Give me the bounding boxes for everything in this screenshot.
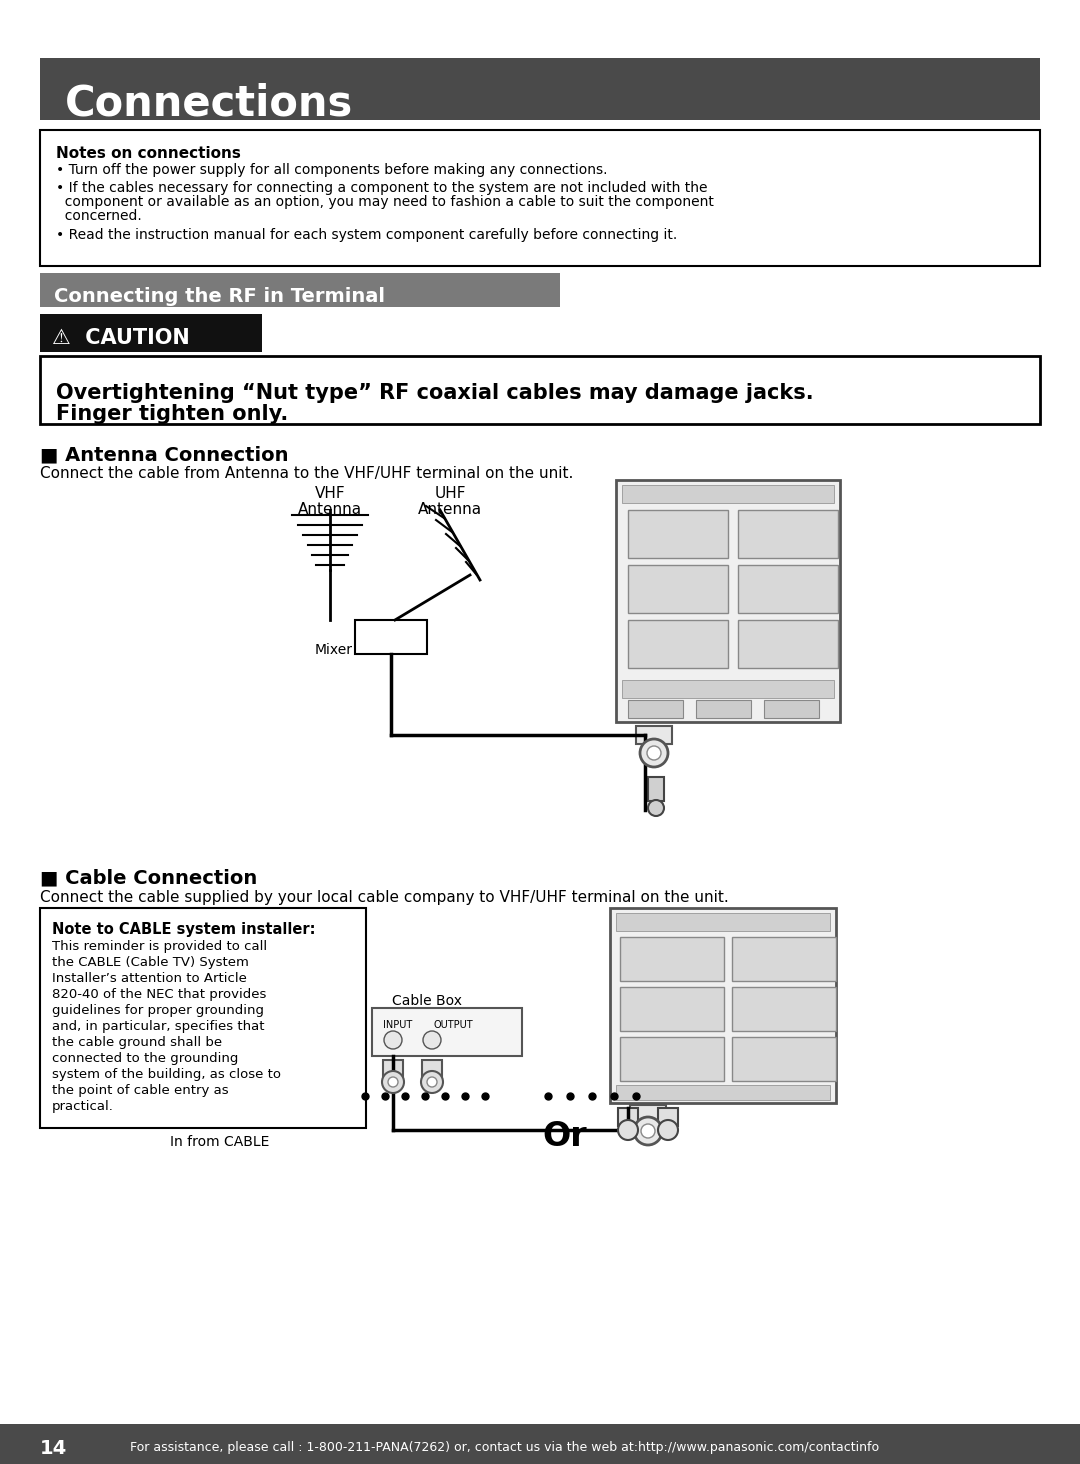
Text: 14: 14	[40, 1439, 67, 1458]
Bar	[616, 914, 831, 931]
Circle shape	[423, 1031, 441, 1050]
Bar	[648, 777, 664, 801]
Circle shape	[421, 1072, 443, 1094]
Text: UHF: UHF	[434, 486, 465, 501]
Text: Finger tighten only.: Finger tighten only.	[56, 404, 288, 425]
Bar	[383, 1060, 403, 1078]
Bar	[627, 509, 728, 558]
Bar	[616, 1085, 831, 1099]
Bar	[620, 1037, 724, 1080]
Text: In from CABLE: In from CABLE	[171, 1135, 270, 1149]
Text: Connect the cable supplied by your local cable company to VHF/UHF terminal on th: Connect the cable supplied by your local…	[40, 890, 729, 905]
Text: the CABLE (Cable TV) System: the CABLE (Cable TV) System	[52, 956, 248, 969]
Bar	[658, 1108, 678, 1126]
Bar	[732, 1037, 836, 1080]
Text: • Turn off the power supply for all components before making any connections.: • Turn off the power supply for all comp…	[56, 163, 607, 177]
Bar	[40, 356, 1040, 425]
Bar	[355, 619, 427, 654]
Circle shape	[382, 1072, 404, 1094]
Text: For assistance, please call : 1-800-211-PANA(7262) or, contact us via the web at: For assistance, please call : 1-800-211-…	[130, 1442, 879, 1455]
Bar	[372, 1009, 522, 1056]
Text: system of the building, as close to: system of the building, as close to	[52, 1069, 281, 1080]
Bar	[738, 509, 838, 558]
Text: Connect the cable from Antenna to the VHF/UHF terminal on the unit.: Connect the cable from Antenna to the VH…	[40, 466, 573, 482]
Circle shape	[648, 799, 664, 815]
Bar	[0, 1424, 1080, 1464]
Text: ■ Cable Connection: ■ Cable Connection	[40, 868, 257, 887]
Bar	[696, 700, 751, 717]
Text: Notes on connections: Notes on connections	[56, 146, 241, 161]
Bar	[627, 619, 728, 668]
Text: Or: Or	[542, 1120, 588, 1154]
Bar	[738, 619, 838, 668]
Circle shape	[618, 1120, 638, 1140]
Bar	[40, 313, 262, 351]
Circle shape	[640, 739, 669, 767]
Text: VHF: VHF	[314, 486, 346, 501]
Text: Connections: Connections	[65, 82, 353, 124]
Circle shape	[642, 1124, 654, 1138]
Bar	[627, 700, 683, 717]
Bar	[422, 1060, 442, 1078]
Text: Installer’s attention to Article: Installer’s attention to Article	[52, 972, 247, 985]
Text: Cable Box: Cable Box	[392, 994, 462, 1009]
Bar	[616, 480, 840, 722]
Circle shape	[647, 747, 661, 760]
Text: Antenna: Antenna	[418, 502, 482, 517]
Bar	[622, 679, 834, 698]
Bar	[764, 700, 819, 717]
Circle shape	[384, 1031, 402, 1050]
Text: concerned.: concerned.	[56, 209, 141, 223]
Bar	[618, 1108, 638, 1126]
Text: OUTPUT: OUTPUT	[434, 1020, 474, 1031]
Text: • Read the instruction manual for each system component carefully before connect: • Read the instruction manual for each s…	[56, 228, 677, 242]
Text: 820-40 of the NEC that provides: 820-40 of the NEC that provides	[52, 988, 267, 1001]
Bar	[620, 987, 724, 1031]
Text: practical.: practical.	[52, 1099, 113, 1113]
Bar	[40, 272, 561, 307]
Text: component or available as an option, you may need to fashion a cable to suit the: component or available as an option, you…	[56, 195, 714, 209]
Bar	[40, 59, 1040, 120]
Bar	[610, 908, 836, 1102]
Text: Overtightening “Nut type” RF coaxial cables may damage jacks.: Overtightening “Nut type” RF coaxial cab…	[56, 384, 813, 403]
Text: Connecting the RF in Terminal: Connecting the RF in Terminal	[54, 287, 384, 306]
Text: Note to CABLE system installer:: Note to CABLE system installer:	[52, 922, 315, 937]
Bar	[636, 726, 672, 744]
Text: Antenna: Antenna	[298, 502, 362, 517]
Text: • If the cables necessary for connecting a component to the system are not inclu: • If the cables necessary for connecting…	[56, 182, 707, 195]
Text: the cable ground shall be: the cable ground shall be	[52, 1037, 222, 1050]
Bar	[622, 485, 834, 504]
Bar	[40, 908, 366, 1127]
Bar	[732, 987, 836, 1031]
Text: ⚠  CAUTION: ⚠ CAUTION	[52, 328, 190, 348]
Text: Mixer: Mixer	[315, 643, 353, 657]
Text: guidelines for proper grounding: guidelines for proper grounding	[52, 1004, 264, 1017]
Bar	[630, 1105, 666, 1123]
Text: ■ Antenna Connection: ■ Antenna Connection	[40, 445, 288, 464]
Circle shape	[388, 1078, 399, 1086]
Circle shape	[658, 1120, 678, 1140]
Circle shape	[427, 1078, 437, 1086]
Bar	[620, 937, 724, 981]
Text: and, in particular, specifies that: and, in particular, specifies that	[52, 1020, 265, 1034]
Text: connected to the grounding: connected to the grounding	[52, 1053, 239, 1064]
Bar	[738, 565, 838, 613]
Circle shape	[634, 1117, 662, 1145]
Bar	[627, 565, 728, 613]
Bar	[40, 130, 1040, 266]
Bar	[732, 937, 836, 981]
Text: the point of cable entry as: the point of cable entry as	[52, 1083, 229, 1097]
Text: This reminder is provided to call: This reminder is provided to call	[52, 940, 267, 953]
Text: INPUT: INPUT	[383, 1020, 413, 1031]
